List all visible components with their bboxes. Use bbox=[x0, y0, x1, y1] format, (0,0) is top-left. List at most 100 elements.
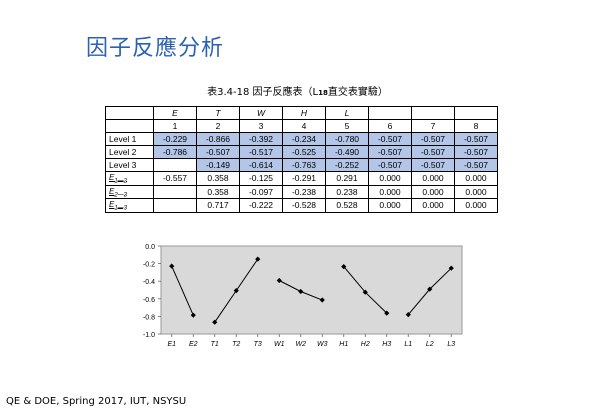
corner-cell bbox=[105, 106, 154, 120]
factor-cell: L bbox=[325, 106, 369, 120]
effect-label: E2—3 bbox=[109, 186, 128, 199]
table-cell bbox=[153, 158, 197, 172]
x-tick-label: H1 bbox=[339, 341, 348, 348]
y-tick-label: -0.8 bbox=[143, 314, 155, 321]
column-number: 4 bbox=[282, 119, 326, 133]
corner-cell bbox=[105, 119, 154, 133]
y-tick-label: -0.2 bbox=[143, 262, 155, 269]
factor-cell bbox=[411, 106, 455, 120]
table-cell: -0.234 bbox=[282, 132, 326, 146]
row-label: Level 3 bbox=[105, 158, 154, 172]
column-number: 7 bbox=[411, 119, 455, 133]
table-cell: 0.000 bbox=[368, 198, 412, 213]
table-cell: -0.291 bbox=[282, 171, 326, 186]
x-tick-label: W2 bbox=[296, 341, 307, 348]
x-tick-label: W3 bbox=[317, 341, 328, 348]
factor-response-chart: 0.0 -0.2 -0.4 -0.6 -0.8 -1.0 E1 E2 T1 T2 T3 W1 W2 W3 H… bbox=[107, 234, 466, 356]
x-tick-label: W1 bbox=[274, 341, 285, 348]
column-number: 8 bbox=[454, 119, 498, 133]
data-point-e2 bbox=[190, 312, 196, 318]
table-cell: 0.528 bbox=[325, 198, 369, 213]
x-tick-label: H2 bbox=[361, 341, 370, 348]
table-cell: 0.291 bbox=[325, 171, 369, 186]
table-cell: -0.786 bbox=[153, 145, 197, 159]
row-label: Level 1 bbox=[105, 132, 154, 146]
table-cell: 0.238 bbox=[325, 184, 369, 200]
data-point-l1 bbox=[405, 312, 411, 318]
table-row-level-3: Level 3 -0.149 -0.614 -0.763 -0.252 -0.5… bbox=[105, 158, 498, 172]
table-cell: 0.000 bbox=[368, 184, 412, 200]
column-number-row: 1 2 3 4 5 6 7 8 bbox=[105, 119, 498, 133]
factor-cell: E bbox=[153, 106, 197, 120]
data-point-w3 bbox=[319, 297, 325, 303]
y-tick-label: 0.0 bbox=[145, 244, 155, 251]
table-cell: -0.614 bbox=[239, 158, 283, 172]
data-point-l2 bbox=[427, 286, 433, 292]
table-cell: -0.490 bbox=[325, 145, 369, 159]
x-tick-label: E1 bbox=[167, 341, 176, 348]
table-cell: -0.222 bbox=[239, 198, 283, 213]
table-cell: -0.525 bbox=[282, 145, 326, 159]
row-label: E2—3 bbox=[105, 184, 154, 200]
plot-area bbox=[160, 245, 463, 335]
caption-main: 表3.4-18 因子反應表（L bbox=[207, 87, 319, 98]
table-row-level-2: Level 2 -0.786 -0.507 -0.517 -0.525 -0.4… bbox=[105, 145, 498, 159]
y-tick-label: -1.0 bbox=[143, 332, 155, 339]
data-point-w2 bbox=[298, 288, 304, 295]
table-cell: -0.517 bbox=[239, 145, 283, 159]
table-row-effect-2-3: E2—3 0.358 -0.097 -0.238 0.238 0.000 0.0… bbox=[105, 184, 498, 200]
x-tick-label: L3 bbox=[447, 341, 455, 348]
table-cell: -0.763 bbox=[282, 158, 326, 172]
data-point-t1 bbox=[212, 319, 218, 325]
table-row-effect-1-3: E1—3 0.717 -0.222 -0.528 0.528 0.000 0.0… bbox=[105, 198, 498, 213]
table-cell: -0.780 bbox=[325, 132, 369, 146]
factor-cell bbox=[454, 106, 498, 120]
caption-tail: 直交表實驗） bbox=[327, 87, 388, 98]
table-cell: -0.507 bbox=[368, 158, 412, 172]
column-number: 5 bbox=[325, 119, 369, 133]
table-cell: 0.000 bbox=[411, 184, 455, 200]
factor-header-row: E T W H L bbox=[105, 106, 498, 120]
y-tick-label: -0.4 bbox=[143, 279, 155, 286]
table-cell: 0.000 bbox=[454, 184, 498, 200]
table-cell: -0.229 bbox=[153, 132, 197, 146]
table-cell: -0.507 bbox=[196, 145, 240, 159]
caption-subscript: 18 bbox=[318, 89, 328, 97]
table-row-effect-1-2: E1—2 -0.557 0.358 -0.125 -0.291 0.291 0.… bbox=[105, 171, 498, 186]
table-cell: 0.000 bbox=[454, 171, 498, 186]
table-caption: 表3.4-18 因子反應表（L18直交表實驗） bbox=[0, 83, 595, 98]
table-row-level-1: Level 1 -0.229 -0.866 -0.392 -0.234 -0.7… bbox=[105, 132, 498, 146]
row-label: E1—3 bbox=[105, 198, 154, 213]
table-cell: -0.507 bbox=[454, 132, 498, 146]
column-number: 2 bbox=[196, 119, 240, 133]
table-cell: 0.000 bbox=[454, 198, 498, 213]
table-cell: 0.358 bbox=[196, 171, 240, 186]
table-cell: -0.125 bbox=[239, 171, 283, 186]
effect-label: E1—3 bbox=[109, 200, 128, 212]
factor-cell: T bbox=[196, 106, 240, 120]
x-tick-label: T3 bbox=[254, 341, 262, 348]
x-tick-label: L2 bbox=[426, 341, 434, 348]
x-tick-label: T1 bbox=[211, 341, 219, 348]
table-cell: -0.392 bbox=[239, 132, 283, 146]
table-cell: -0.507 bbox=[454, 145, 498, 159]
row-label: E1—2 bbox=[105, 171, 154, 186]
table-cell: -0.507 bbox=[454, 158, 498, 172]
data-point-t3 bbox=[255, 256, 261, 262]
table-cell: 0.000 bbox=[368, 171, 412, 186]
table-cell: -0.866 bbox=[196, 132, 240, 146]
column-number: 3 bbox=[239, 119, 283, 133]
table-cell: 0.000 bbox=[411, 198, 455, 213]
factor-cell: W bbox=[239, 106, 283, 120]
table-cell: -0.149 bbox=[196, 158, 240, 172]
footer-text: QE & DOE, Spring 2017, IUT, NSYSU bbox=[6, 396, 187, 407]
table-cell: -0.507 bbox=[411, 158, 455, 172]
x-tick-label: T2 bbox=[232, 341, 240, 348]
data-point-w1 bbox=[276, 277, 282, 284]
x-tick-label: L1 bbox=[404, 341, 412, 348]
data-point-h1 bbox=[341, 263, 347, 270]
table-cell: -0.097 bbox=[239, 184, 283, 200]
factor-response-table: E T W H L 1 2 3 4 5 6 7 8 Level 1 -0.229… bbox=[105, 106, 498, 213]
data-point-h2 bbox=[362, 289, 368, 295]
table-cell: -0.252 bbox=[325, 158, 369, 172]
